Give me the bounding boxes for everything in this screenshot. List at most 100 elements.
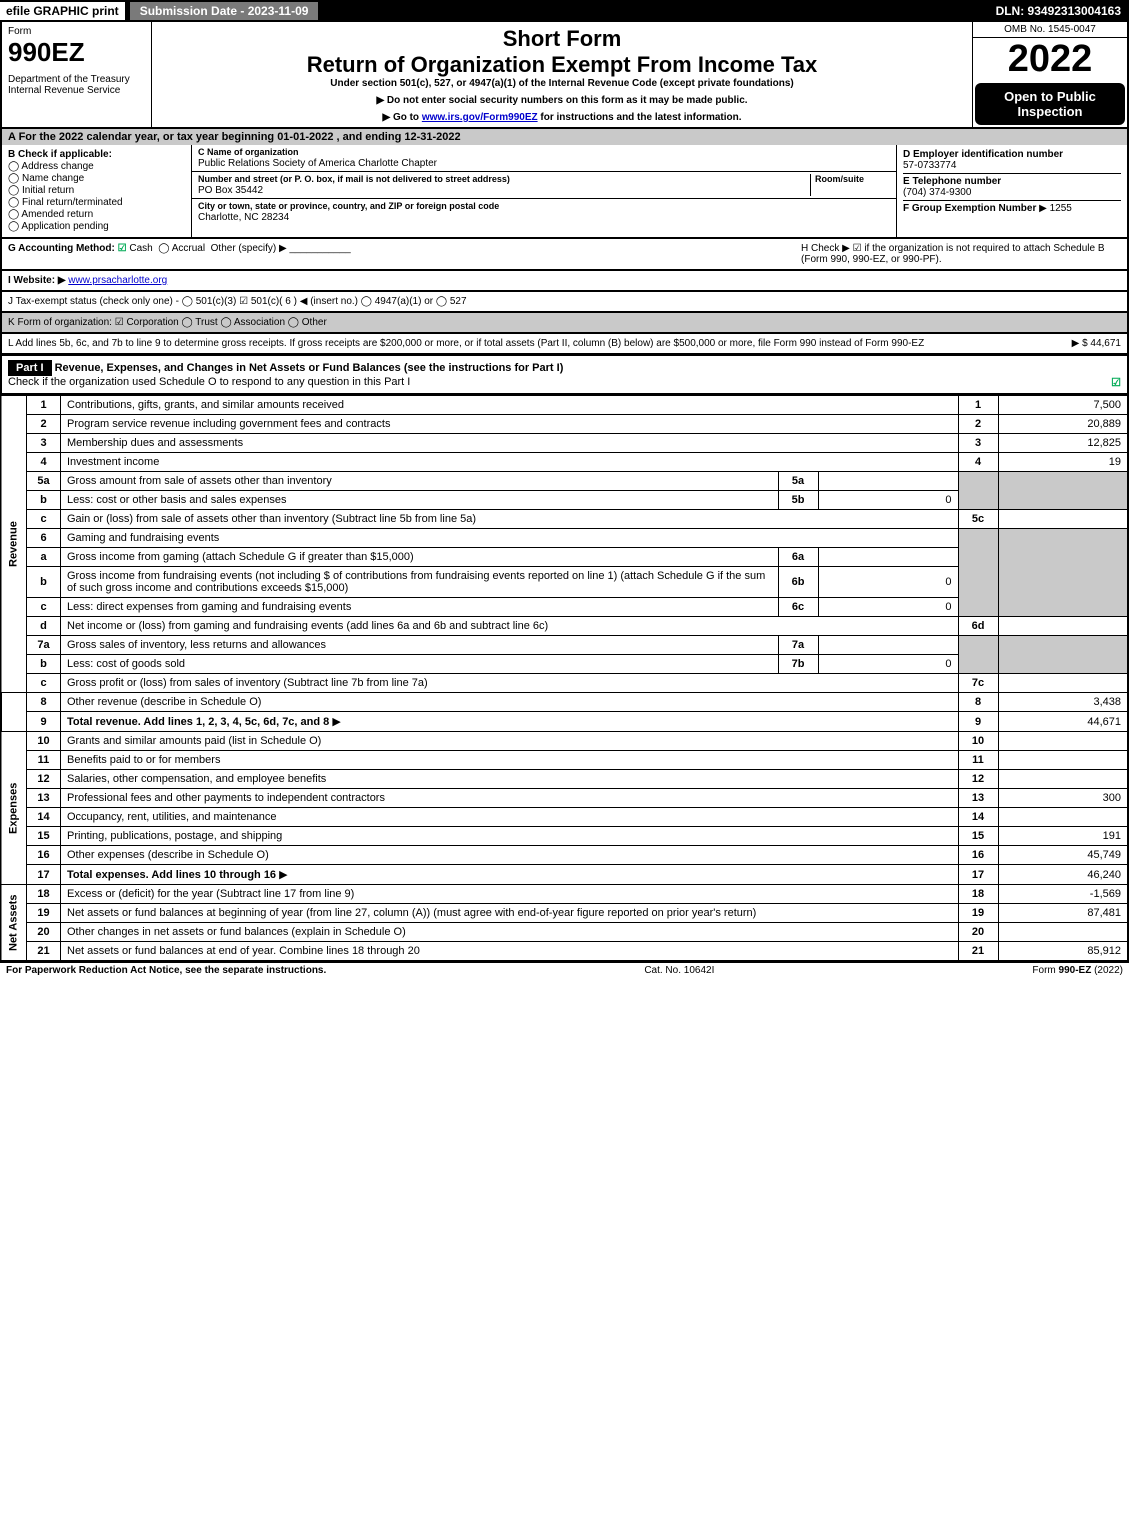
omb-number: OMB No. 1545-0047: [973, 22, 1127, 38]
h-section: H Check ▶ ☑ if the organization is not r…: [801, 243, 1121, 265]
table-row: 9Total revenue. Add lines 1, 2, 3, 4, 5c…: [1, 712, 1128, 732]
table-row: 5aGross amount from sale of assets other…: [1, 472, 1128, 491]
table-row: 8Other revenue (describe in Schedule O)8…: [1, 693, 1128, 712]
check-icon: ☑: [118, 243, 127, 254]
tel: (704) 374-9300: [903, 187, 971, 198]
part1-header: Part I Revenue, Expenses, and Changes in…: [0, 355, 1129, 395]
col-b: B Check if applicable: ◯ Address change …: [2, 145, 192, 237]
chk-amended[interactable]: ◯ Amended return: [8, 209, 185, 220]
addr-cell: Number and street (or P. O. box, if mail…: [192, 172, 896, 199]
under-section: Under section 501(c), 527, or 4947(a)(1)…: [156, 78, 968, 89]
table-row: 15Printing, publications, postage, and s…: [1, 827, 1128, 846]
col-c: C Name of organization Public Relations …: [192, 145, 897, 237]
ein: 57-0733774: [903, 160, 956, 171]
bcd-row: B Check if applicable: ◯ Address change …: [0, 145, 1129, 239]
header-right: OMB No. 1545-0047 2022 Open to Public In…: [972, 22, 1127, 127]
goto-pre: ▶ Go to: [382, 112, 421, 123]
form-label: Form: [8, 26, 145, 37]
grp: ▶ 1255: [1039, 203, 1072, 214]
ein-cell: D Employer identification number 57-0733…: [903, 147, 1121, 174]
revenue-label: Revenue: [1, 396, 27, 693]
table-row: 4Investment income419: [1, 453, 1128, 472]
gh-row: G Accounting Method: ☑ Cash ◯ Accrual Ot…: [0, 239, 1129, 271]
tel-cell: E Telephone number (704) 374-9300: [903, 174, 1121, 201]
form-number: 990EZ: [8, 37, 145, 68]
part1-check: Check if the organization used Schedule …: [8, 376, 410, 388]
tel-lbl: E Telephone number: [903, 176, 1001, 187]
table-row: 2Program service revenue including gover…: [1, 415, 1128, 434]
g-accrual[interactable]: Accrual: [172, 243, 205, 254]
room-lbl: Room/suite: [815, 174, 864, 184]
table-row: Net Assets 18Excess or (deficit) for the…: [1, 885, 1128, 904]
table-row: 13Professional fees and other payments t…: [1, 789, 1128, 808]
org-name-lbl: C Name of organization: [198, 147, 299, 157]
g-label: G Accounting Method:: [8, 243, 115, 254]
grp-cell: F Group Exemption Number ▶ 1255: [903, 201, 1121, 216]
part1-title: Revenue, Expenses, and Changes in Net As…: [55, 362, 564, 374]
short-form-title: Short Form: [156, 26, 968, 52]
table-row: 6Gaming and fundraising events: [1, 529, 1128, 548]
dln-label: DLN: 93492313004163: [996, 4, 1129, 18]
chk-initial[interactable]: ◯ Initial return: [8, 185, 185, 196]
city: Charlotte, NC 28234: [198, 212, 289, 223]
header-left: Form 990EZ Department of the Treasury In…: [2, 22, 152, 127]
i-label: I Website: ▶: [8, 275, 66, 286]
addr: PO Box 35442: [198, 185, 263, 196]
table-row: 11Benefits paid to or for members11: [1, 751, 1128, 770]
section-a: A For the 2022 calendar year, or tax yea…: [0, 129, 1129, 145]
lines-table: Revenue 1 Contributions, gifts, grants, …: [0, 395, 1129, 961]
city-lbl: City or town, state or province, country…: [198, 201, 499, 211]
expenses-label: Expenses: [1, 732, 27, 885]
submission-date: Submission Date - 2023-11-09: [129, 1, 320, 21]
form-ref: Form 990-EZ (2022): [1032, 965, 1123, 976]
table-row: 7aGross sales of inventory, less returns…: [1, 636, 1128, 655]
table-row: cGain or (loss) from sale of assets othe…: [1, 510, 1128, 529]
check-icon[interactable]: ☑: [1111, 376, 1121, 389]
g-other[interactable]: Other (specify) ▶: [211, 243, 287, 254]
website-link[interactable]: www.prsacharlotte.org: [68, 275, 167, 286]
table-row: cGross profit or (loss) from sales of in…: [1, 674, 1128, 693]
ein-lbl: D Employer identification number: [903, 149, 1063, 160]
row-k: K Form of organization: ☑ Corporation ◯ …: [0, 313, 1129, 334]
city-cell: City or town, state or province, country…: [192, 199, 896, 225]
paperwork-notice: For Paperwork Reduction Act Notice, see …: [6, 965, 326, 976]
l-amount: ▶ $ 44,671: [1072, 338, 1121, 349]
goto-post: for instructions and the latest informat…: [538, 112, 742, 123]
table-row: 21Net assets or fund balances at end of …: [1, 942, 1128, 961]
tax-year: 2022: [973, 38, 1127, 81]
row-j: J Tax-exempt status (check only one) - ◯…: [0, 292, 1129, 313]
netassets-label: Net Assets: [1, 885, 27, 961]
irs-link[interactable]: www.irs.gov/Form990EZ: [422, 112, 538, 123]
top-bar: efile GRAPHIC print Submission Date - 20…: [0, 0, 1129, 22]
table-row: Revenue 1 Contributions, gifts, grants, …: [1, 396, 1128, 415]
goto-note: ▶ Go to www.irs.gov/Form990EZ for instru…: [156, 112, 968, 123]
table-row: 3Membership dues and assessments312,825: [1, 434, 1128, 453]
chk-pending[interactable]: ◯ Application pending: [8, 221, 185, 232]
table-row: 14Occupancy, rent, utilities, and mainte…: [1, 808, 1128, 827]
g-cash[interactable]: Cash: [129, 243, 152, 254]
table-row: Expenses 10Grants and similar amounts pa…: [1, 732, 1128, 751]
addr-lbl: Number and street (or P. O. box, if mail…: [198, 174, 510, 184]
row-i: I Website: ▶ www.prsacharlotte.org: [0, 271, 1129, 292]
table-row: 17Total expenses. Add lines 10 through 1…: [1, 865, 1128, 885]
chk-final[interactable]: ◯ Final return/terminated: [8, 197, 185, 208]
footer: For Paperwork Reduction Act Notice, see …: [0, 961, 1129, 978]
row-l: L Add lines 5b, 6c, and 7b to line 9 to …: [0, 334, 1129, 355]
ssn-note: ▶ Do not enter social security numbers o…: [156, 95, 968, 106]
col-b-title: B Check if applicable:: [8, 149, 112, 160]
chk-name[interactable]: ◯ Name change: [8, 173, 185, 184]
col-d: D Employer identification number 57-0733…: [897, 145, 1127, 237]
chk-address[interactable]: ◯ Address change: [8, 161, 185, 172]
part1-label: Part I: [8, 360, 52, 376]
org-name-cell: C Name of organization Public Relations …: [192, 145, 896, 172]
table-row: 20Other changes in net assets or fund ba…: [1, 923, 1128, 942]
table-row: 16Other expenses (describe in Schedule O…: [1, 846, 1128, 865]
cat-no: Cat. No. 10642I: [326, 965, 1032, 976]
efile-label[interactable]: efile GRAPHIC print: [0, 2, 125, 20]
g-section: G Accounting Method: ☑ Cash ◯ Accrual Ot…: [8, 243, 801, 265]
l-text: L Add lines 5b, 6c, and 7b to line 9 to …: [8, 338, 924, 349]
table-row: dNet income or (loss) from gaming and fu…: [1, 617, 1128, 636]
org-name: Public Relations Society of America Char…: [198, 158, 437, 169]
grp-lbl: F Group Exemption Number: [903, 203, 1036, 214]
table-row: 19Net assets or fund balances at beginni…: [1, 904, 1128, 923]
